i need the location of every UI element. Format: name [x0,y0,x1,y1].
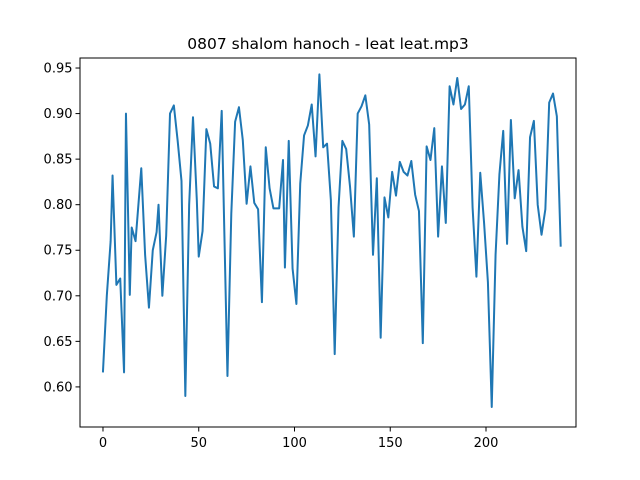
y-tick-label: 0.95 [44,62,73,77]
x-tick-label: 0 [99,436,107,451]
chart-title: 0807 shalom hanoch - leat leat.mp3 [187,35,469,53]
series-line [101,73,562,408]
x-tick-label: 200 [474,436,499,451]
x-tick-label: 150 [378,436,403,451]
y-tick-label: 0.75 [44,244,73,259]
x-axis: 0 50 100 150 200 [99,427,499,451]
x-tick-label: 100 [282,436,307,451]
plot-frame [79,57,577,428]
y-tick-label: 0.85 [44,153,73,168]
plot-area [101,73,562,408]
y-tick-label: 0.60 [44,380,73,395]
y-tick-label: 0.70 [44,289,73,304]
y-tick-label: 0.90 [44,107,73,122]
y-tick-label: 0.65 [44,335,73,350]
x-tick-label: 50 [190,436,207,451]
y-axis: 0.60 0.65 0.70 0.75 0.80 0.85 0.90 0.95 [44,62,80,395]
y-tick-label: 0.80 [44,198,73,213]
